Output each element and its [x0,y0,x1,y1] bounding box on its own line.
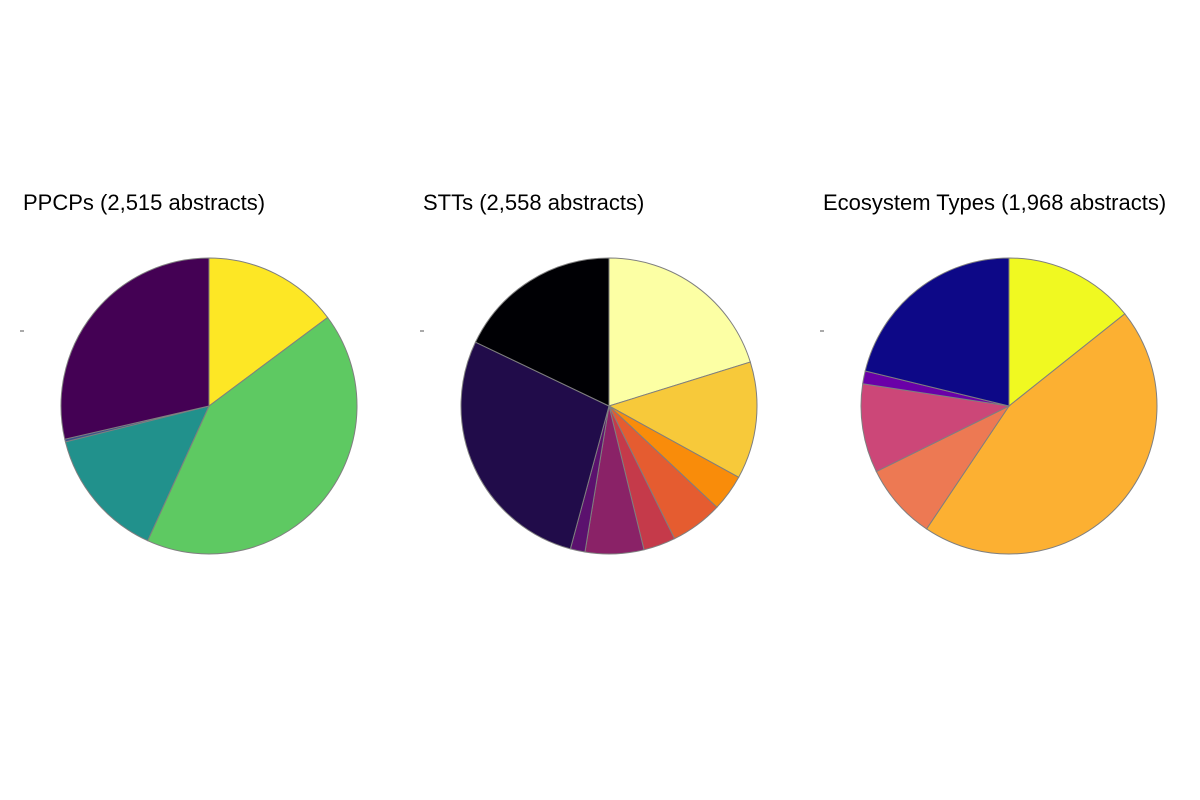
pie-ecosystem-types-slice-4 [860,383,1011,473]
pie-stts-slice-1 [608,257,751,407]
pie-panel-ecosystem-types: Ecosystem Types (1,968 abstracts) [820,190,1166,555]
pie-ecosystem-types [860,257,1158,555]
pie-ecosystem-types-slice-6 [864,257,1010,407]
pie-ppcps-slice-3 [64,405,210,542]
pie-stts-slice-2 [607,361,758,478]
pie-panel-stts: STTs (2,558 abstracts) [420,190,758,555]
pie-ppcps-slice-2 [147,316,358,555]
panel-title-ecosystem-types: Ecosystem Types (1,968 abstracts) [823,190,1166,215]
pie-ecosystem-types-slice-1 [1008,257,1126,408]
panel-title-stts: STTs (2,558 abstracts) [423,190,644,215]
pie-panel-ppcps: PPCPs (2,515 abstracts) [20,190,358,555]
pie-ppcps-slice-5 [60,257,210,440]
pie-ecosystem-types-slice-2 [925,313,1158,555]
pie-ppcps [60,257,358,555]
pie-ppcps-slice-1 [208,257,329,407]
panel-title-ppcps: PPCPs (2,515 abstracts) [23,190,265,215]
pie-stts-slice-9 [474,257,610,407]
pie-stts-slice-8 [460,341,610,550]
pie-stts [460,257,758,555]
